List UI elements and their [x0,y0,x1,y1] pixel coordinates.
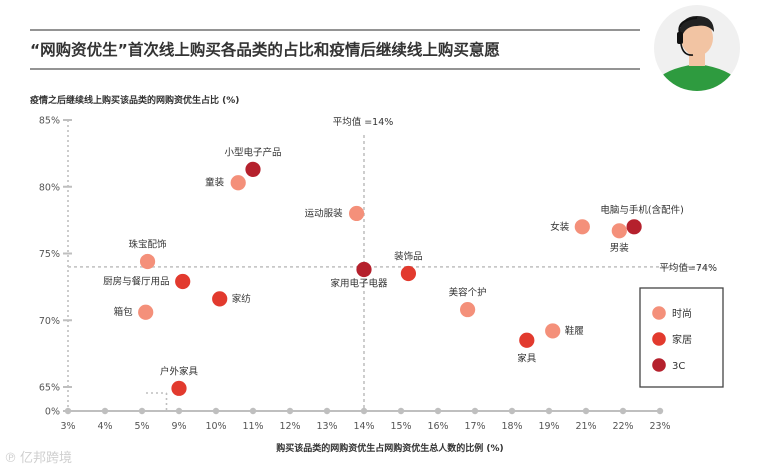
x-tick-mark [508,407,516,415]
y-tick-label: 75% [39,249,60,260]
data-point-fashion [611,223,627,239]
data-label: 男装 [610,242,630,254]
x-tick-mark [545,407,553,415]
x-tick-mark [434,407,442,415]
data-point-fashion [230,175,246,191]
data-label: 女装 [550,221,570,233]
x-tick-mark [249,407,257,415]
x-tick-mark [323,407,331,415]
x-tick-label: 21% [575,421,596,432]
y-tick-label: 85% [39,116,60,127]
data-point-fashion [138,304,154,320]
data-point-fashion [460,301,476,318]
x-tick-mark [397,407,405,415]
x-tick-label: 15% [390,421,411,432]
legend-label: 家居 [672,333,692,346]
x-tick-label: 5% [134,421,149,432]
x-tick-label: 16% [427,421,448,432]
x-tick-label: 14% [353,421,374,432]
data-label: 箱包 [114,306,134,318]
data-point-home [212,291,228,307]
data-point-home [519,332,535,348]
page-title: “网购资优生”首次线上购买各品类的占比和疫情后继续线上购买意愿 [30,40,500,59]
x-tick-mark [656,407,664,415]
reference-lines: 平均值 =14% 平均值=74% [68,116,717,410]
watermark-text: 亿邦跨境 [20,451,72,466]
x-tick-mark [101,407,109,415]
x-tick-mark [175,407,183,415]
data-point-fashion [139,253,156,270]
x-tick-mark [286,407,294,415]
x-tick-label: 19% [538,421,559,432]
watermark: ℗ 亿邦跨境 [4,451,72,466]
x-tick-label: 11% [242,421,263,432]
data-point-home [175,273,191,290]
x-tick-label: 18% [501,421,522,432]
mean-x-label: 平均值 =14% [333,116,394,128]
legend-marker-home [652,332,666,346]
data-label: 户外家具 [160,365,199,377]
data-point-3c [356,261,372,278]
data-label: 小型电子产品 [224,146,281,158]
data-label: 电脑与手机(含配件) [600,204,683,216]
avatar [654,5,740,91]
data-label: 家纺 [232,293,252,305]
data-point-fashion [349,205,365,222]
data-label: 珠宝配饰 [129,239,167,251]
x-tick-label: 9% [171,421,186,432]
y-tick-label: 80% [39,182,60,193]
data-point-fashion [545,323,561,339]
x-tick-mark [212,407,220,415]
data-label: 家具 [517,352,537,364]
x-tick-mark [64,407,72,415]
x-tick-label: 13% [316,421,337,432]
x-tick-mark [471,407,479,415]
x-tick-label: 12% [279,421,300,432]
data-point-3c [245,161,261,177]
mean-y-label: 平均值=74% [659,262,717,274]
y-tick-label: 0% [45,407,60,418]
data-label: 童装 [205,177,225,189]
data-point-home [171,380,187,396]
y-tick-label: 70% [39,316,60,327]
legend-label: 3C [672,361,685,372]
data-label: 美容个护 [449,287,487,299]
x-tick-label: 17% [464,421,485,432]
x-tick-mark [360,407,368,415]
y-axis-label: 疫情之后继续线上购买该品类的网购资优生占比 (%) [30,94,239,106]
x-tick-mark [138,407,146,415]
data-point-home [400,265,416,282]
data-label: 厨房与餐厅用品 [103,276,170,288]
x-axis-label: 购买该品类的网购资优生占网购资优生总人数的比例 (%) [276,442,503,454]
data-label: 鞋履 [565,325,585,337]
legend-label: 时尚 [672,307,692,320]
data-point-3c [626,219,642,235]
x-tick-mark [619,407,627,415]
x-tick-mark [582,407,590,415]
legend-marker-fashion [652,306,666,320]
data-label: 装饰品 [394,251,423,263]
x-tick-label: 10% [205,421,226,432]
data-label: 家用电子电器 [330,278,388,290]
x-tick-label: 4% [97,421,112,432]
x-tick-label: 3% [60,421,75,432]
chart-axes: 0% 65% 70% 75% 80% 85% 3% 4% 5% 9% 10% 11% 12% 13% 14%… [39,116,671,433]
watermark-logo-icon: ℗ [4,451,17,466]
x-tick-label: 23% [649,421,670,432]
x-tick-label: 22% [612,421,633,432]
y-tick-label: 65% [39,383,60,394]
data-label: 运动服装 [305,207,344,219]
legend-marker-3c [652,358,666,372]
data-point-fashion [574,219,590,235]
